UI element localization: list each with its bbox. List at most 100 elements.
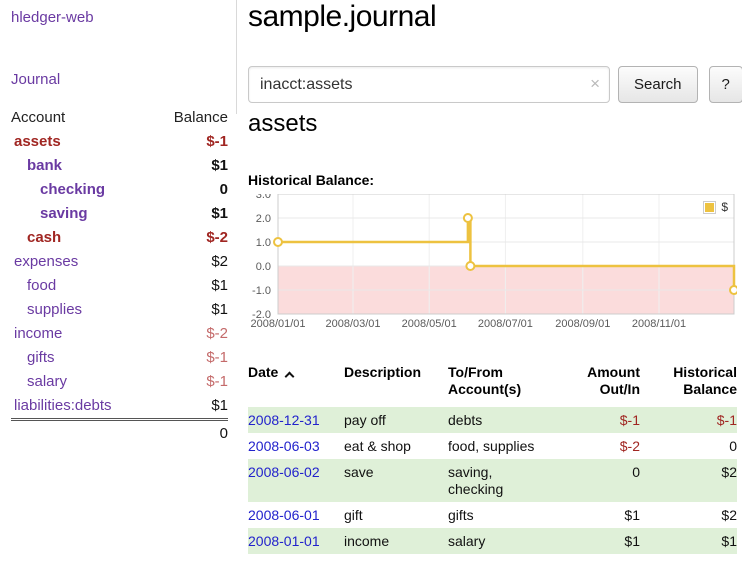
- account-link[interactable]: cash: [27, 229, 62, 246]
- account-name-cell: saving: [11, 202, 152, 226]
- account-row: cash $-2: [11, 226, 228, 250]
- account-row: checking 0: [11, 178, 228, 202]
- svg-text:3.0: 3.0: [256, 194, 271, 201]
- svg-text:-1.0: -1.0: [252, 285, 271, 297]
- account-row: expenses $2: [11, 250, 228, 274]
- account-row: food $1: [11, 274, 228, 298]
- account-link[interactable]: income: [14, 325, 63, 342]
- account-link[interactable]: liabilities:debts: [14, 397, 112, 414]
- register-description: income: [344, 533, 390, 549]
- account-link[interactable]: supplies: [27, 301, 83, 318]
- account-name-cell: salary: [11, 370, 152, 394]
- account-balance: $2: [211, 253, 228, 270]
- account-row: liabilities:debts $1: [11, 394, 228, 420]
- register-row: 2008-06-01 gift gifts $1 $2: [248, 502, 737, 528]
- app-title-link[interactable]: hledger-web: [11, 9, 94, 26]
- legend-swatch-icon: [703, 200, 717, 214]
- main-panel: sample.journal × Search ? assets Histori…: [248, 0, 742, 582]
- transaction-date-link[interactable]: 2008-06-03: [248, 438, 320, 454]
- register-description: eat & shop: [344, 438, 411, 454]
- register-header-date[interactable]: Date: [248, 362, 344, 407]
- register-balance: 0: [729, 438, 737, 454]
- account-link[interactable]: checking: [40, 181, 106, 198]
- account-balance: $1: [211, 397, 228, 414]
- svg-text:2008/11/01: 2008/11/01: [632, 318, 686, 330]
- account-row: saving $1: [11, 202, 228, 226]
- account-row: supplies $1: [11, 298, 228, 322]
- account-link[interactable]: expenses: [14, 253, 79, 270]
- account-name-cell: assets: [11, 130, 152, 154]
- account-link[interactable]: gifts: [27, 349, 55, 366]
- transaction-date-link[interactable]: 2008-12-31: [248, 412, 320, 428]
- search-row: × Search ?: [248, 66, 742, 103]
- search-button[interactable]: Search: [618, 66, 698, 103]
- sort-asc-icon: [284, 371, 295, 382]
- account-name-cell: bank: [11, 154, 152, 178]
- journal-link[interactable]: Journal: [11, 71, 61, 88]
- register-date-cell: 2008-12-31: [248, 407, 344, 433]
- account-name-cell: cash: [11, 226, 152, 250]
- clear-search-icon[interactable]: ×: [590, 74, 600, 93]
- search-field-wrap: ×: [248, 66, 610, 103]
- chart-title: Historical Balance:: [248, 172, 375, 188]
- account-name-cell: expenses: [11, 250, 152, 274]
- account-row: gifts $-1: [11, 346, 228, 370]
- register-amount: $-2: [619, 438, 640, 454]
- register-description: pay off: [344, 412, 386, 428]
- account-heading: assets: [248, 110, 318, 137]
- account-link[interactable]: salary: [27, 373, 68, 390]
- sidebar-divider: [236, 0, 237, 114]
- register-balance: $2: [721, 464, 737, 480]
- account-balance: $1: [211, 301, 228, 318]
- register-table: Date Description To/From Account(s) Amou…: [248, 362, 737, 554]
- sidebar: hledger-web Journal Account Balance asse…: [0, 0, 228, 446]
- account-balance: $-2: [206, 325, 228, 342]
- account-name-cell: checking: [11, 178, 152, 202]
- register-date-cell: 2008-01-01: [248, 528, 344, 554]
- account-link[interactable]: assets: [14, 133, 61, 150]
- transaction-date-link[interactable]: 2008-01-01: [248, 533, 320, 549]
- account-link[interactable]: bank: [27, 157, 63, 174]
- help-button[interactable]: ?: [708, 66, 742, 103]
- register-accounts: food, supplies: [448, 438, 535, 454]
- svg-text:-2.0: -2.0: [252, 309, 271, 321]
- register-balance: $-1: [716, 412, 737, 428]
- accounts-total-value: 0: [151, 418, 228, 446]
- register-header-accounts: To/From Account(s): [448, 364, 522, 397]
- register-date-cell: 2008-06-02: [248, 459, 344, 502]
- search-input[interactable]: [248, 66, 610, 103]
- account-balance: $1: [211, 205, 228, 222]
- account-row: salary $-1: [11, 370, 228, 394]
- register-amount: $1: [624, 533, 640, 549]
- register-accounts: salary: [448, 533, 486, 549]
- account-name-cell: supplies: [11, 298, 152, 322]
- register-accounts: debts: [448, 412, 483, 428]
- account-name-cell: gifts: [11, 346, 152, 370]
- register-row: 2008-06-02 save saving, checking 0 $2: [248, 459, 737, 502]
- accounts-header-balance: Balance: [173, 109, 228, 126]
- register-amount: $1: [624, 507, 640, 523]
- historical-balance-chart: 3.0 2.0 1.0 0.0 -1.0 -2.0 2008/01/01 2008/03/01…: [248, 194, 737, 334]
- account-link[interactable]: saving: [40, 205, 88, 222]
- register-date-cell: 2008-06-01: [248, 502, 344, 528]
- register-description: save: [344, 464, 374, 480]
- svg-text:1.0: 1.0: [256, 237, 271, 249]
- register-row: 2008-12-31 pay off debts $-1 $-1: [248, 407, 737, 433]
- transaction-date-link[interactable]: 2008-06-01: [248, 507, 320, 523]
- accounts-total-spacer: [11, 418, 152, 446]
- svg-text:2008/09/01: 2008/09/01: [555, 318, 610, 330]
- account-link[interactable]: food: [27, 277, 57, 294]
- accounts-header-account: Account: [11, 109, 66, 126]
- accounts-table: Account Balance assets $-1 bank $1 checking 0…: [11, 107, 228, 446]
- register-date-cell: 2008-06-03: [248, 433, 344, 459]
- register-row: 2008-01-01 income salary $1 $1: [248, 528, 737, 554]
- svg-text:0.0: 0.0: [256, 261, 271, 273]
- svg-text:2008/07/01: 2008/07/01: [478, 318, 533, 330]
- register-accounts: gifts: [448, 507, 474, 523]
- transaction-date-link[interactable]: 2008-06-02: [248, 464, 320, 480]
- register-header-description: Description: [344, 364, 422, 380]
- svg-text:2008/03/01: 2008/03/01: [325, 318, 380, 330]
- account-name-cell: food: [11, 274, 152, 298]
- legend-label: $: [721, 200, 728, 214]
